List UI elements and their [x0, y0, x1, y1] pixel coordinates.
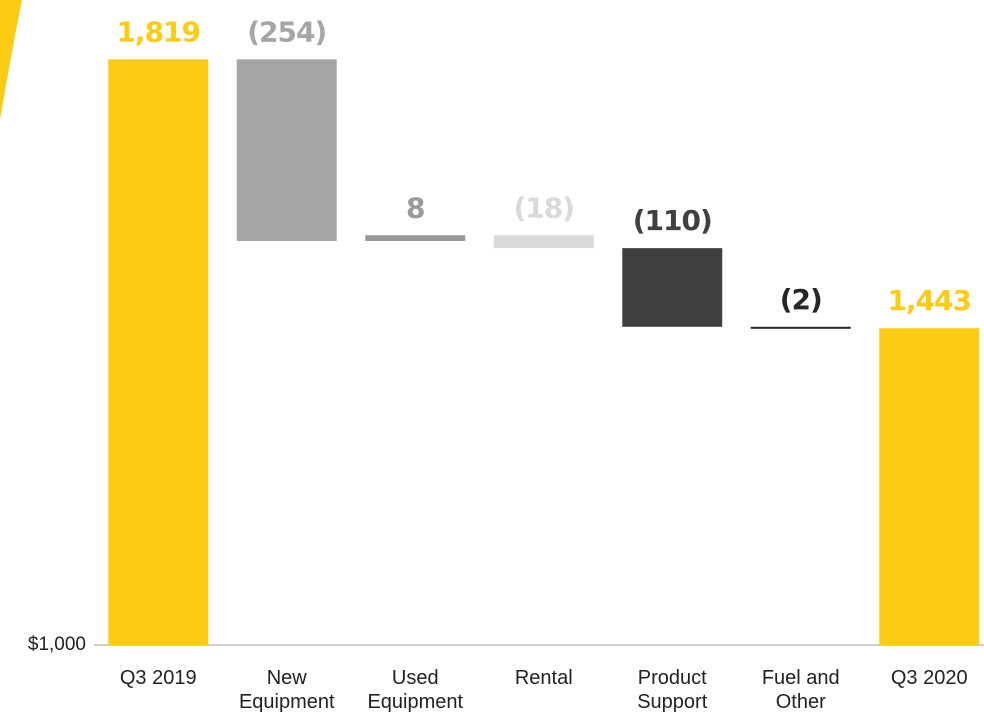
x-tick-label: Q3 2019	[120, 667, 197, 689]
y-tick-label: $1,000	[28, 634, 86, 655]
value-label: (254)	[247, 15, 326, 48]
x-tick-label-line: Product	[638, 667, 707, 689]
x-tick-label-line: Equipment	[239, 691, 335, 713]
bar	[750, 326, 851, 329]
x-tick-label-line: Other	[776, 691, 826, 713]
value-label: 1,819	[116, 15, 200, 48]
bar	[622, 248, 723, 327]
value-label: 8	[406, 191, 424, 224]
x-tick-label-line: Q3 2020	[891, 667, 968, 689]
value-label: (18)	[513, 191, 574, 224]
bar	[493, 235, 594, 249]
value-label: (2)	[780, 283, 822, 316]
x-tick-label-line: Used	[392, 667, 439, 689]
x-tick-label: New Equipment	[239, 667, 335, 713]
bar	[879, 328, 980, 645]
x-tick-label: Rental	[515, 667, 573, 689]
x-tick-label-line: Q3 2019	[120, 667, 197, 689]
value-label: 1,443	[887, 284, 971, 317]
decoration	[0, 0, 22, 120]
x-tick-label: Used Equipment	[367, 667, 463, 713]
bar	[108, 59, 209, 645]
x-tick-label-line: Equipment	[367, 691, 463, 713]
x-tick-label-line: Fuel and	[762, 667, 840, 689]
bar	[365, 235, 466, 241]
bar	[236, 59, 337, 241]
x-tick-label: Fuel and Other	[762, 667, 840, 713]
x-tick-label: Product Support	[637, 667, 707, 713]
x-tick-label-line: New	[267, 667, 308, 689]
x-tick-label-line: Rental	[515, 667, 573, 689]
x-tick-label: Q3 2020	[891, 667, 968, 689]
value-label: (110)	[633, 204, 712, 237]
x-tick-label-line: Support	[637, 691, 707, 713]
